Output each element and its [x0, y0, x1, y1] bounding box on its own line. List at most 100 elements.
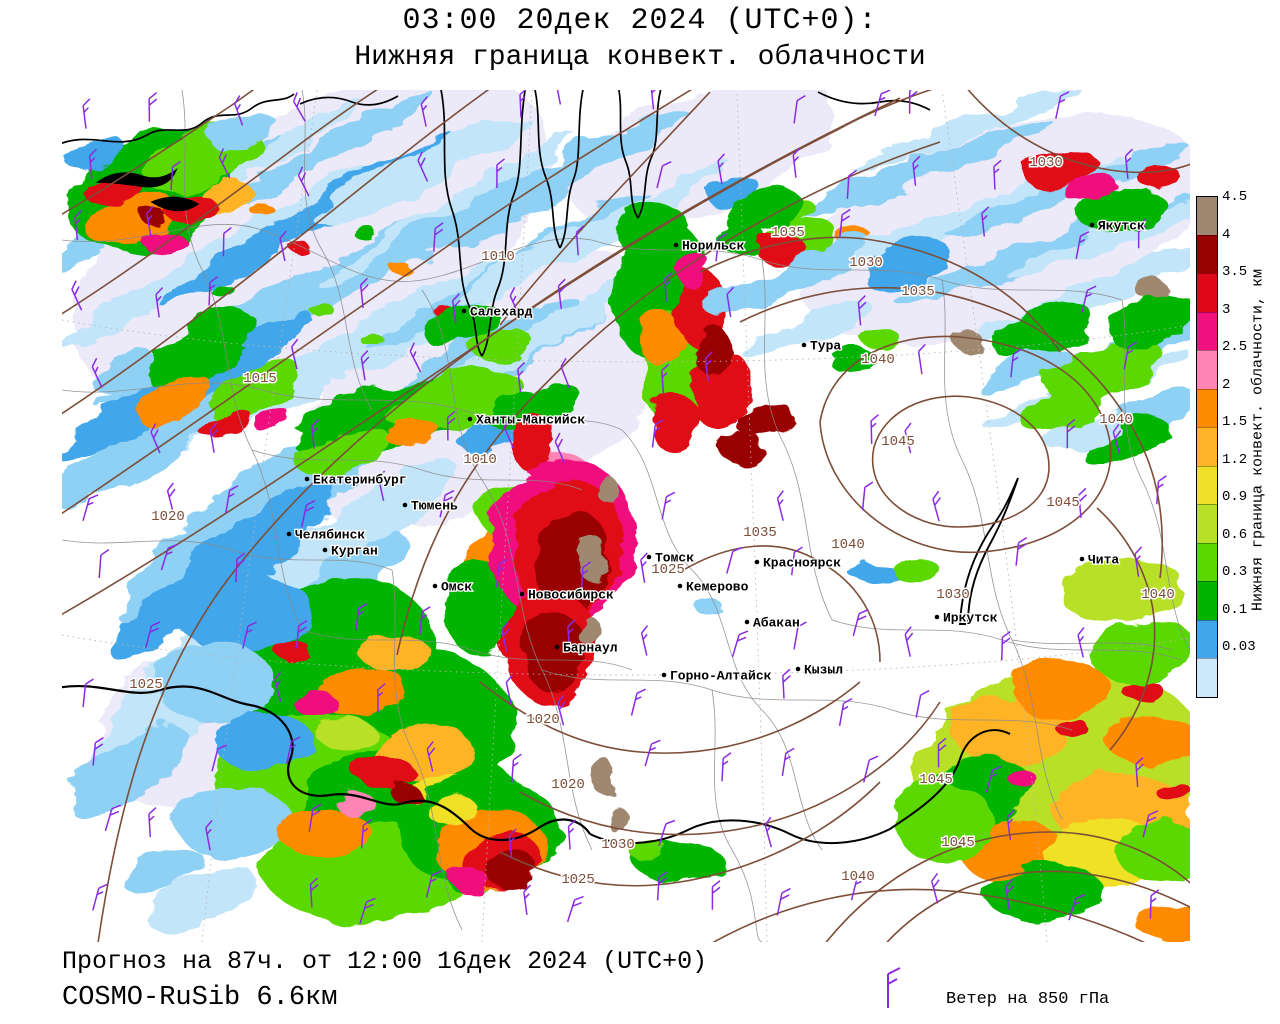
- cloud-blob: [222, 90, 432, 211]
- city-label: Екатеринбург: [313, 473, 407, 488]
- wind-barb: [1010, 348, 1022, 378]
- wind-barb: [1142, 810, 1158, 838]
- admin-border-line: [301, 90, 373, 411]
- cloud-blob: [174, 572, 314, 652]
- wind-barb: [661, 363, 670, 394]
- coastline: [299, 95, 399, 106]
- colorbar-segment: [1197, 504, 1217, 543]
- isobar-label: 1045: [919, 772, 953, 788]
- isobar-label: 1020: [526, 712, 560, 728]
- cloud-blob: [1135, 163, 1179, 187]
- city-label: Якутск: [1098, 219, 1145, 234]
- wind-barb: [295, 620, 308, 649]
- cloud-blob: [737, 406, 797, 438]
- isobar-label: 1045: [1046, 495, 1080, 511]
- wind-barb: [554, 432, 565, 464]
- cloud-base-raster: [62, 90, 1190, 942]
- wind-barb: [148, 807, 157, 838]
- city-label: Абакан: [753, 616, 800, 631]
- wind-barb: [234, 95, 244, 126]
- wind-barb: [235, 552, 246, 583]
- graticule-line: [201, 90, 318, 942]
- wind-barb: [640, 625, 649, 656]
- city-dot: [304, 476, 310, 482]
- cloud-blob: [1066, 175, 1118, 205]
- coastline: [62, 684, 401, 806]
- page-title-parameter: Нижняя граница конвект. облачности: [354, 42, 926, 73]
- city-dot: [554, 644, 560, 650]
- colorbar-tick-label: 1.5: [1222, 413, 1248, 430]
- wind-barb: [857, 295, 867, 326]
- wind-barb: [1006, 809, 1015, 841]
- cloud-blob: [314, 717, 374, 747]
- city-label: Челябинск: [295, 528, 365, 543]
- wind-barb: [567, 819, 577, 850]
- cloud-blob: [121, 846, 203, 894]
- cloud-blob: [360, 334, 384, 346]
- wind-barb: [517, 361, 526, 393]
- wind-barb: [1134, 546, 1143, 577]
- cloud-blob: [453, 197, 671, 303]
- wind-barb: [793, 95, 806, 124]
- admin-borders: [62, 90, 1190, 942]
- colorbar-segment: [1197, 581, 1217, 620]
- wind-barb: [308, 803, 322, 832]
- wind-barb: [496, 158, 505, 188]
- cloud-blob: [486, 850, 538, 890]
- isobar-line: [1096, 507, 1156, 751]
- cloud-blob: [295, 428, 393, 476]
- wind-barb: [290, 338, 299, 370]
- wind-barb: [1149, 889, 1160, 919]
- colorbar-tick-label: 4.5: [1222, 188, 1248, 205]
- wind-barb: [144, 621, 161, 649]
- cloud-blob: [67, 723, 187, 817]
- wind-barb: [932, 490, 941, 522]
- wind-barb: [937, 737, 947, 768]
- wind-barb: [505, 674, 513, 706]
- wind-barb: [205, 819, 213, 851]
- colorbar-tick-label: 0.9: [1222, 488, 1248, 505]
- isobar-line: [886, 870, 1190, 942]
- city-label: Барнаул: [563, 641, 618, 656]
- cloud-blob: [209, 112, 275, 148]
- colorbar-tick-label: 1.2: [1222, 451, 1248, 468]
- cloud-blob: [722, 433, 766, 467]
- wind-barb: [446, 410, 456, 441]
- isobar-line: [62, 90, 693, 515]
- colorbar-segment: [1197, 350, 1217, 389]
- isobar-label: 1015: [243, 371, 277, 387]
- page-title-datetime: 03:00 20дек 2024 (UTC+0):: [402, 4, 878, 38]
- wind-barb: [286, 736, 301, 765]
- cloud-blob: [209, 358, 299, 422]
- colorbar-tick-label: 3.5: [1222, 263, 1248, 280]
- wind-barb: [731, 630, 749, 658]
- cloud-blob: [318, 667, 410, 717]
- colorbar-tick-label: 2.5: [1222, 338, 1248, 355]
- wind-barb: [862, 755, 879, 783]
- wind-barb: [82, 494, 99, 522]
- isobar-label: 1010: [481, 249, 515, 265]
- city-dot: [934, 614, 940, 620]
- wind-barb: [409, 342, 422, 373]
- city-dot: [461, 308, 467, 314]
- wind-barb: [861, 481, 874, 511]
- city-dot: [744, 619, 750, 625]
- city-dot: [402, 502, 408, 508]
- cloud-blob: [774, 238, 874, 282]
- admin-border-line: [591, 239, 1123, 301]
- isobar-line: [62, 90, 255, 216]
- wind-barb: [664, 271, 673, 302]
- wind-barb: [74, 209, 83, 241]
- colorbar-tick-label: 0.3: [1222, 563, 1248, 580]
- coastline: [637, 90, 662, 219]
- admin-border-line: [421, 289, 593, 851]
- wind-barb: [1124, 148, 1133, 179]
- wind-barb: [425, 870, 442, 898]
- cloud-blob: [630, 842, 670, 862]
- cloud-blob: [1012, 662, 1112, 718]
- wind-barb: [1135, 756, 1145, 788]
- city-dot: [801, 342, 807, 348]
- cloud-blob: [138, 374, 210, 426]
- wind-barb: [146, 205, 154, 237]
- wind-barb: [656, 161, 672, 189]
